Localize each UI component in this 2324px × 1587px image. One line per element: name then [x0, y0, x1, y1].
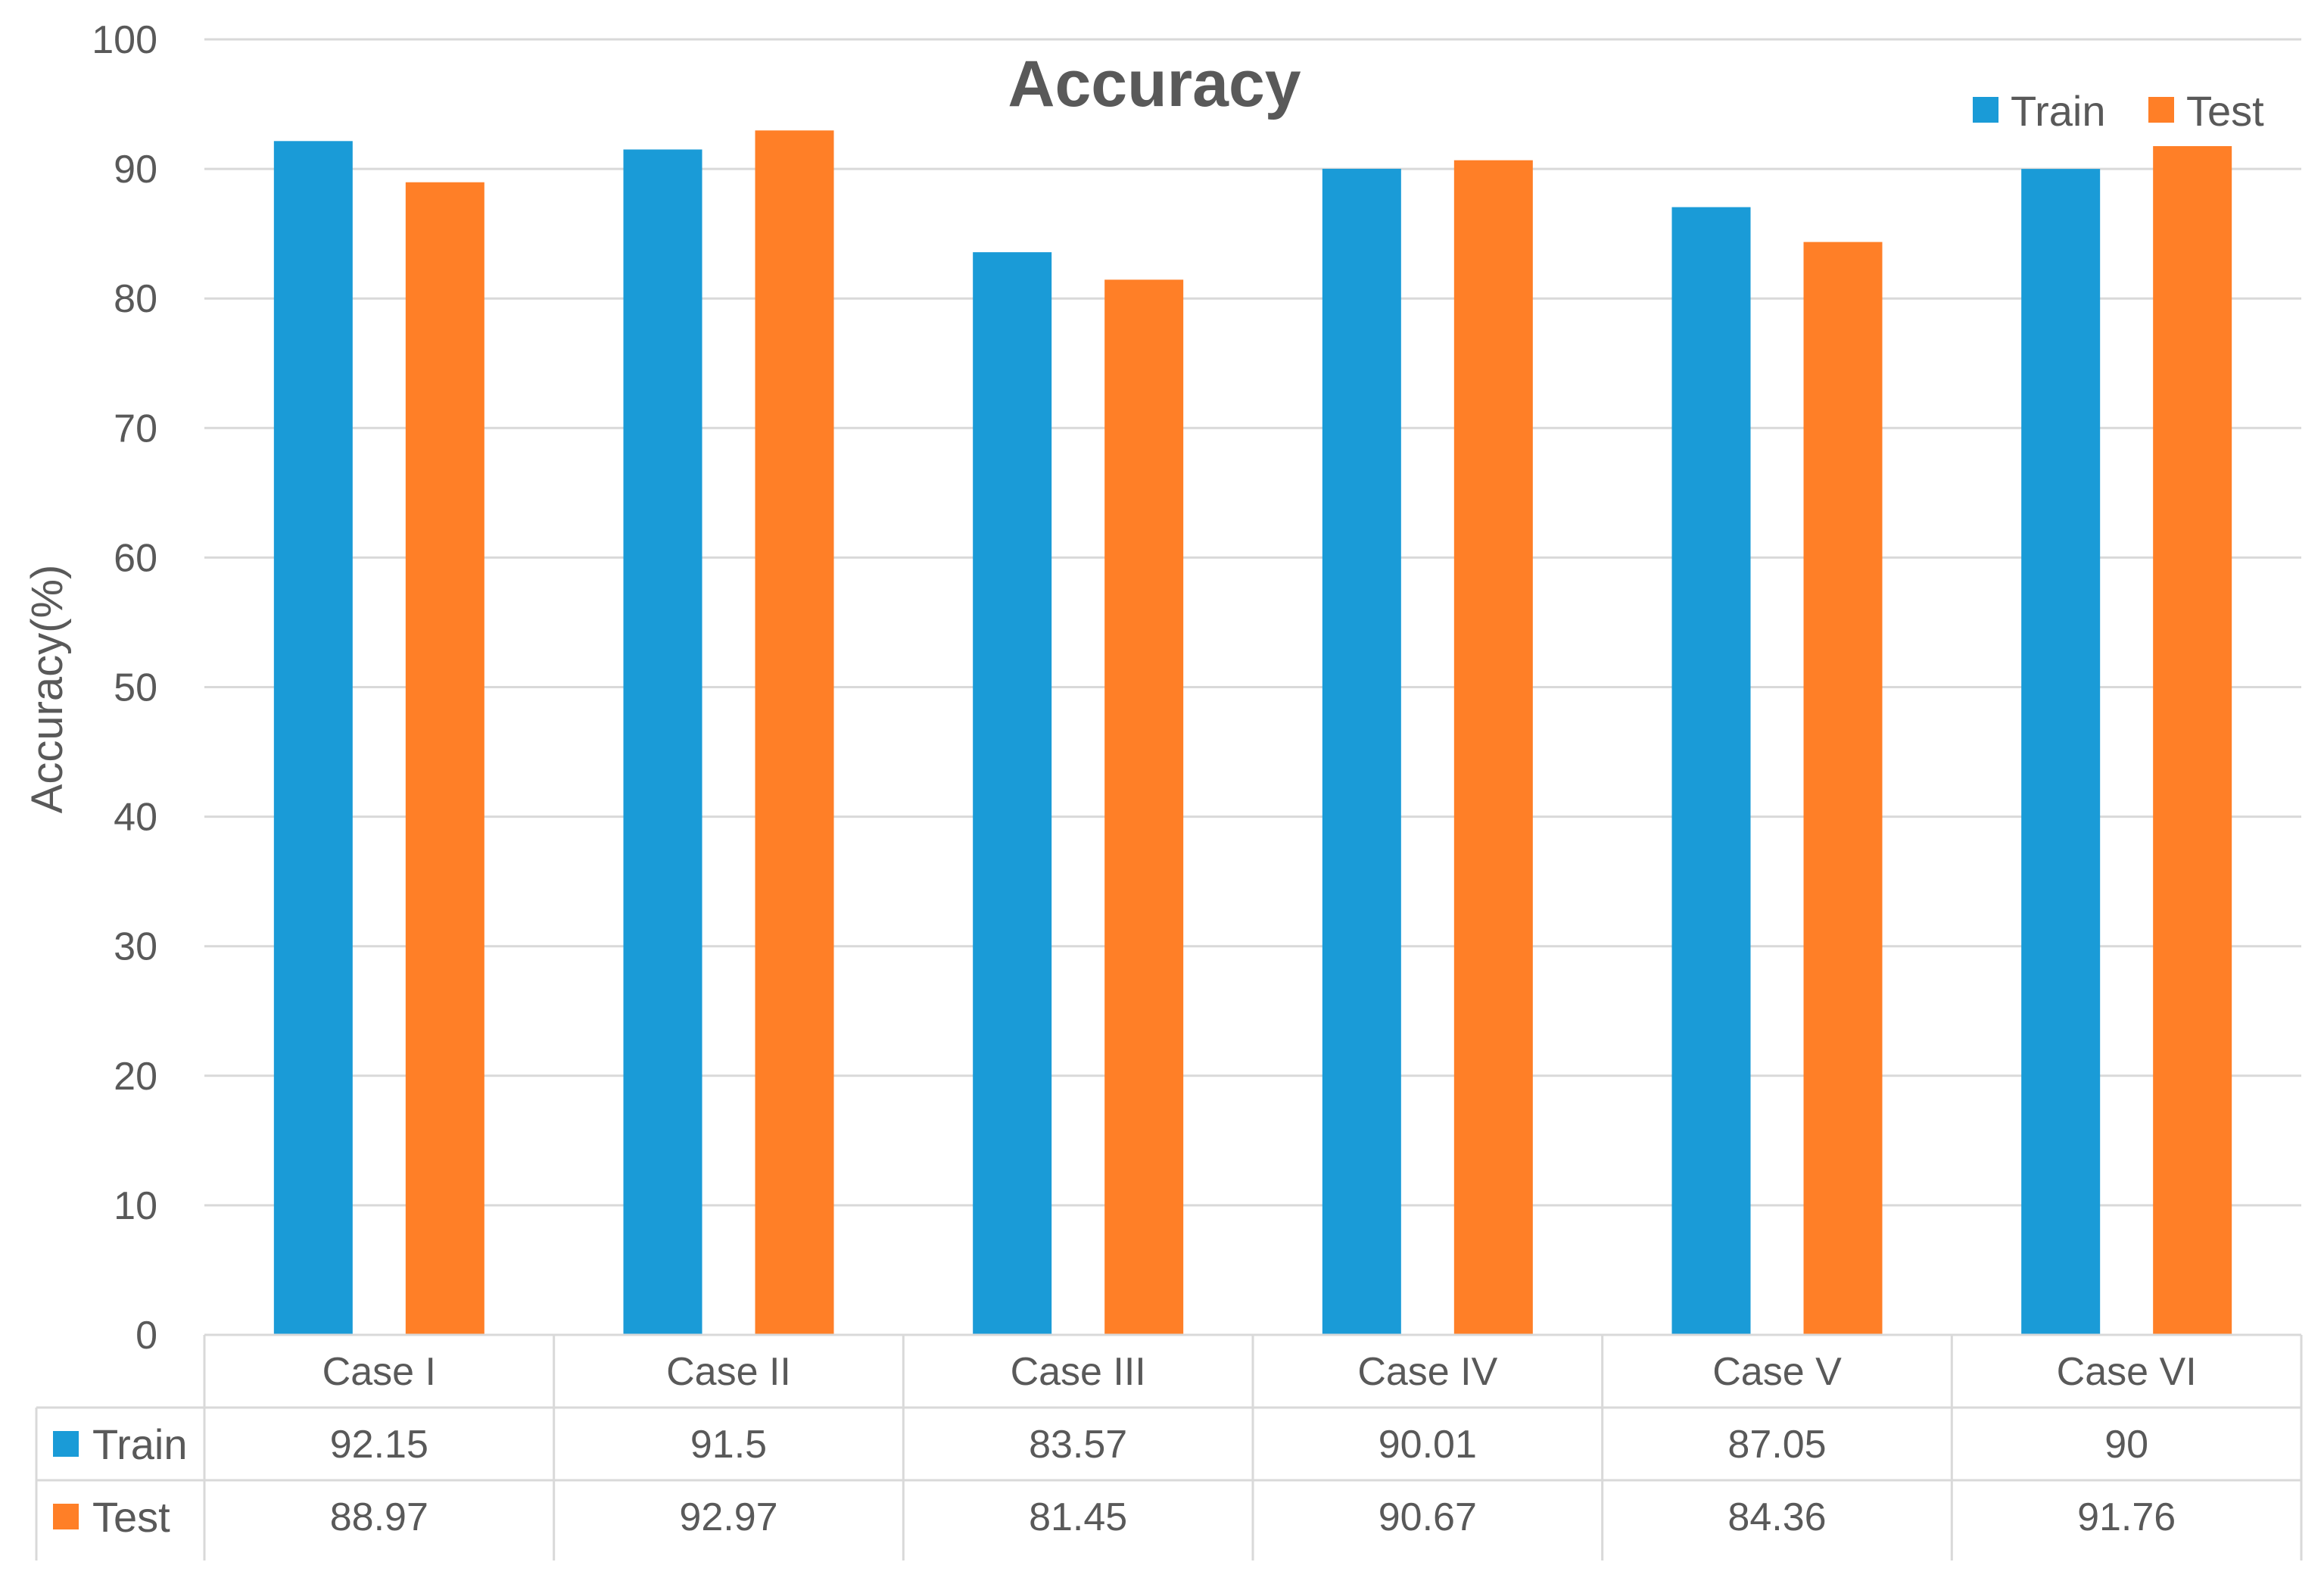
table-swatch-test — [53, 1504, 79, 1529]
y-tick-label: 40 — [114, 796, 157, 840]
y-tick-label: 50 — [114, 666, 157, 710]
table-value-train: 90 — [2104, 1423, 2148, 1467]
bar-test-2 — [755, 130, 834, 1335]
x-tick-label: Case II — [666, 1350, 791, 1394]
table-swatch-train — [53, 1431, 79, 1457]
chart-title: Accuracy — [1008, 48, 1301, 120]
table-value-train: 87.05 — [1727, 1423, 1826, 1467]
table-value-test: 88.97 — [330, 1495, 428, 1539]
x-tick-label: Case VI — [2057, 1350, 2197, 1394]
x-tick-label: Case IV — [1357, 1350, 1497, 1394]
bar-train-3 — [973, 252, 1052, 1335]
table-series-name: Train — [92, 1420, 188, 1468]
bar-train-6 — [2021, 169, 2101, 1336]
bar-train-1 — [273, 141, 353, 1336]
y-tick-label: 80 — [114, 277, 157, 321]
table-value-test: 90.67 — [1379, 1495, 1477, 1539]
y-axis-ticks: 0 10 20 30 40 50 60 70 80 90 100 — [92, 18, 157, 1358]
table-value-test: 81.45 — [1029, 1495, 1127, 1539]
bar-test-4 — [1453, 160, 1533, 1335]
table-value-test: 91.76 — [2077, 1495, 2176, 1539]
x-tick-label: Case III — [1011, 1350, 1146, 1394]
bar-test-1 — [405, 182, 484, 1336]
table-value-train: 90.01 — [1379, 1423, 1477, 1467]
table-value-test: 84.36 — [1727, 1495, 1826, 1539]
bar-train-5 — [1671, 207, 1751, 1336]
y-axis-label: Accuracy(%) — [23, 565, 72, 814]
gridlines — [204, 38, 2301, 1336]
bar-test-5 — [1803, 242, 1883, 1336]
bar-test-3 — [1104, 279, 1184, 1335]
y-tick-label: 30 — [114, 925, 157, 969]
bar-train-2 — [623, 149, 702, 1335]
bars — [273, 130, 2232, 1336]
bar-train-4 — [1322, 168, 1401, 1335]
y-tick-label: 0 — [136, 1314, 157, 1358]
legend-label-test: Test — [2186, 87, 2264, 135]
legend: Train Test — [1973, 87, 2264, 135]
y-tick-label: 10 — [114, 1184, 157, 1228]
legend-label-train: Train — [2011, 87, 2106, 135]
table-value-test: 92.97 — [679, 1495, 777, 1539]
x-tick-label: Case I — [322, 1350, 436, 1394]
data-table: Case I Case II Case III Case IV Case V Case V… — [35, 1333, 2303, 1560]
x-tick-label: Case V — [1712, 1350, 1842, 1394]
y-tick-label: 100 — [92, 18, 157, 62]
y-tick-label: 90 — [114, 148, 157, 192]
y-tick-label: 70 — [114, 407, 157, 451]
bar-test-6 — [2153, 145, 2232, 1335]
table-value-train: 91.5 — [690, 1423, 767, 1467]
legend-swatch-test — [2148, 97, 2174, 123]
table-series-name: Test — [92, 1493, 170, 1541]
table-value-train: 92.15 — [330, 1423, 428, 1467]
y-tick-label: 60 — [114, 536, 157, 580]
table-value-train: 83.57 — [1029, 1423, 1127, 1467]
y-tick-label: 20 — [114, 1055, 157, 1099]
legend-swatch-train — [1973, 97, 1998, 123]
